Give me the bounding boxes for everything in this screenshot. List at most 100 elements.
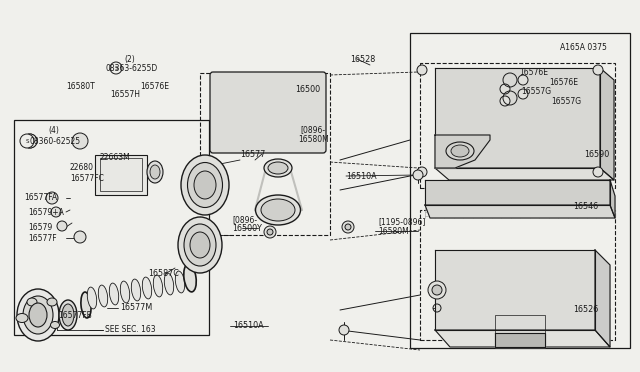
Text: [0896-: [0896- bbox=[232, 215, 257, 224]
Circle shape bbox=[432, 285, 442, 295]
Bar bbox=[14, 120, 209, 335]
Ellipse shape bbox=[178, 217, 222, 273]
Circle shape bbox=[345, 224, 351, 230]
Circle shape bbox=[20, 134, 34, 148]
Ellipse shape bbox=[451, 145, 469, 157]
Ellipse shape bbox=[62, 304, 74, 326]
Text: 16577F: 16577F bbox=[28, 234, 56, 243]
Ellipse shape bbox=[184, 264, 196, 292]
Ellipse shape bbox=[184, 224, 216, 266]
Text: 16580T: 16580T bbox=[66, 81, 95, 90]
Text: 16580M: 16580M bbox=[298, 135, 329, 144]
Ellipse shape bbox=[16, 314, 28, 323]
Polygon shape bbox=[495, 333, 545, 347]
Ellipse shape bbox=[190, 232, 210, 258]
Text: S: S bbox=[115, 65, 118, 71]
Text: S: S bbox=[28, 138, 32, 144]
Polygon shape bbox=[425, 180, 610, 205]
Ellipse shape bbox=[268, 162, 288, 174]
Text: 16587C: 16587C bbox=[148, 269, 179, 279]
Circle shape bbox=[593, 167, 603, 177]
Ellipse shape bbox=[175, 271, 185, 293]
Ellipse shape bbox=[120, 281, 130, 303]
Ellipse shape bbox=[194, 171, 216, 199]
Polygon shape bbox=[425, 205, 615, 218]
Circle shape bbox=[339, 325, 349, 335]
Ellipse shape bbox=[51, 321, 60, 328]
Ellipse shape bbox=[154, 275, 163, 297]
Circle shape bbox=[264, 226, 276, 238]
Circle shape bbox=[518, 75, 528, 85]
Text: 16579+A: 16579+A bbox=[28, 208, 64, 217]
Ellipse shape bbox=[99, 285, 108, 307]
Ellipse shape bbox=[188, 163, 223, 208]
Ellipse shape bbox=[47, 298, 57, 306]
Text: 16510A: 16510A bbox=[346, 171, 376, 180]
Polygon shape bbox=[435, 330, 610, 347]
Ellipse shape bbox=[27, 298, 37, 306]
Ellipse shape bbox=[446, 142, 474, 160]
Ellipse shape bbox=[59, 300, 77, 330]
Bar bbox=[495, 315, 545, 333]
Text: 16576E: 16576E bbox=[140, 81, 169, 90]
Ellipse shape bbox=[261, 199, 295, 221]
Polygon shape bbox=[610, 180, 615, 218]
Circle shape bbox=[110, 62, 122, 74]
Text: 16577FC: 16577FC bbox=[70, 173, 104, 183]
Text: 08363-6255D: 08363-6255D bbox=[105, 64, 157, 73]
Polygon shape bbox=[435, 168, 614, 180]
Text: A165A 0375: A165A 0375 bbox=[560, 42, 607, 51]
Circle shape bbox=[72, 133, 88, 149]
Text: 16510A: 16510A bbox=[233, 321, 264, 330]
Ellipse shape bbox=[29, 303, 47, 327]
Bar bbox=[100, 158, 142, 191]
Circle shape bbox=[57, 221, 67, 231]
Text: 16557H: 16557H bbox=[110, 90, 140, 99]
Text: 16580M: 16580M bbox=[378, 227, 409, 235]
Ellipse shape bbox=[131, 279, 141, 301]
Bar bbox=[200, 73, 330, 235]
Ellipse shape bbox=[17, 289, 59, 341]
Circle shape bbox=[267, 229, 273, 235]
Text: SEE SEC. 163: SEE SEC. 163 bbox=[105, 326, 156, 334]
Text: 16526: 16526 bbox=[573, 305, 598, 314]
Text: 16576E: 16576E bbox=[549, 77, 578, 87]
Bar bbox=[95, 155, 147, 195]
Circle shape bbox=[417, 167, 427, 177]
Ellipse shape bbox=[23, 296, 53, 334]
Circle shape bbox=[23, 134, 37, 148]
Text: [1195-0896]: [1195-0896] bbox=[378, 218, 426, 227]
Text: S: S bbox=[25, 138, 29, 144]
Ellipse shape bbox=[87, 287, 97, 309]
Polygon shape bbox=[435, 68, 600, 168]
Circle shape bbox=[518, 89, 528, 99]
Polygon shape bbox=[595, 250, 610, 347]
Circle shape bbox=[23, 134, 37, 148]
Text: [0896-: [0896- bbox=[300, 125, 325, 135]
Polygon shape bbox=[435, 135, 490, 168]
Circle shape bbox=[74, 231, 86, 243]
Polygon shape bbox=[600, 68, 614, 180]
Text: (4): (4) bbox=[48, 125, 59, 135]
Text: 16500Y: 16500Y bbox=[232, 224, 262, 232]
Ellipse shape bbox=[181, 155, 229, 215]
Circle shape bbox=[417, 65, 427, 75]
Circle shape bbox=[428, 281, 446, 299]
Text: 16557G: 16557G bbox=[521, 87, 551, 96]
Polygon shape bbox=[435, 250, 595, 330]
Bar bbox=[410, 33, 630, 348]
Ellipse shape bbox=[109, 283, 118, 305]
FancyBboxPatch shape bbox=[210, 72, 326, 153]
Text: 16577: 16577 bbox=[240, 150, 266, 158]
Text: 16577M: 16577M bbox=[120, 304, 152, 312]
Circle shape bbox=[500, 96, 510, 106]
Text: 16577FB: 16577FB bbox=[58, 311, 92, 321]
Text: 16576E: 16576E bbox=[519, 67, 548, 77]
Circle shape bbox=[500, 84, 510, 94]
Ellipse shape bbox=[255, 195, 301, 225]
Bar bbox=[420, 210, 615, 340]
Circle shape bbox=[51, 207, 61, 217]
Ellipse shape bbox=[150, 165, 160, 179]
Text: (2): (2) bbox=[124, 55, 135, 64]
Text: 16557G: 16557G bbox=[551, 96, 581, 106]
